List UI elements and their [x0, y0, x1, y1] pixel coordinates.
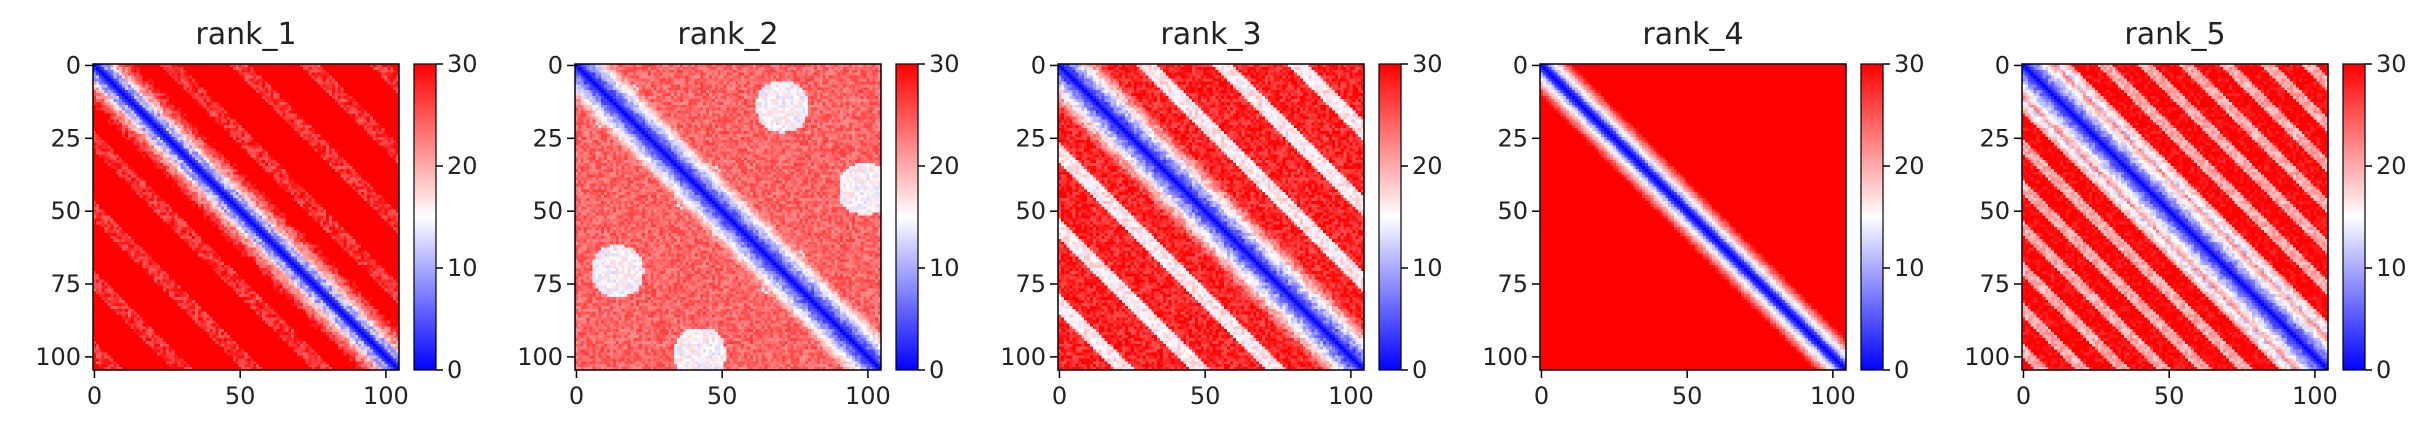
heatmap-cells	[93, 64, 400, 371]
panel-title: rank_1	[195, 17, 296, 52]
